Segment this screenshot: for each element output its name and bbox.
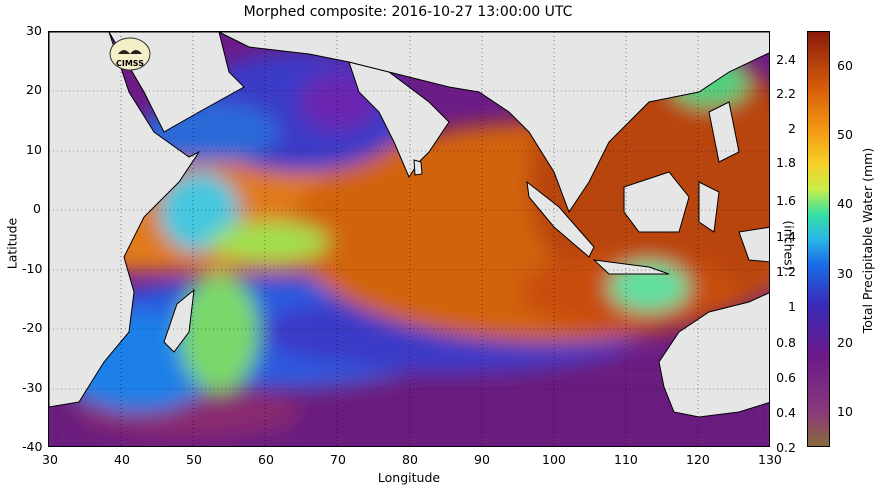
colorbar: [807, 31, 830, 447]
tpw-map: [48, 31, 770, 447]
mm-tick: 50: [837, 127, 853, 142]
inch-tick: 1.6: [776, 193, 796, 208]
inch-tick: 1.2: [776, 264, 796, 279]
x-tick: 80: [402, 452, 418, 467]
y-tick: -20: [22, 320, 43, 335]
x-axis-label: Longitude: [377, 470, 441, 485]
inch-tick: 1: [788, 299, 796, 314]
y-tick: 0: [33, 201, 41, 216]
y-tick: 20: [26, 82, 42, 97]
mm-tick: 40: [837, 196, 853, 211]
tpw-field: [49, 32, 769, 446]
map-title: Morphed composite: 2016-10-27 13:00:00 U…: [243, 4, 573, 20]
inch-tick: 0.4: [776, 405, 796, 420]
colorbar-mm-label: Total Precipitable Water (mm): [860, 147, 876, 334]
mm-tick: 30: [837, 266, 853, 281]
x-tick: 90: [474, 452, 490, 467]
inch-tick: 2.2: [776, 86, 796, 101]
y-tick: -10: [22, 261, 43, 276]
x-tick: 110: [614, 452, 638, 467]
inch-tick: 2: [788, 121, 796, 136]
logo-text: CIMSS: [116, 59, 144, 68]
x-tick: 60: [258, 452, 274, 467]
x-tick: 120: [686, 452, 710, 467]
y-tick: -40: [22, 439, 43, 454]
mm-tick: 10: [837, 404, 853, 419]
inch-tick: 1.4: [776, 229, 796, 244]
inch-tick: 0.6: [776, 370, 796, 385]
cimss-logo: CIMSS: [108, 36, 152, 72]
inch-tick: 2.4: [776, 52, 796, 67]
colorbar-inches-label: (inches): [781, 220, 797, 271]
x-tick: 50: [186, 452, 202, 467]
x-tick: 100: [542, 452, 566, 467]
y-axis-label: Latitude: [4, 217, 20, 270]
inch-tick: 1.8: [776, 155, 796, 170]
x-tick: 40: [114, 452, 130, 467]
inch-tick: 0.8: [776, 335, 796, 350]
x-tick: 130: [758, 452, 782, 467]
x-tick: 30: [42, 452, 58, 467]
mm-tick: 20: [837, 335, 853, 350]
y-tick: -30: [22, 380, 43, 395]
inch-tick: 0.2: [776, 440, 796, 455]
y-tick: 10: [26, 142, 42, 157]
y-tick: 30: [26, 23, 42, 38]
x-tick: 70: [330, 452, 346, 467]
mm-tick: 60: [837, 58, 853, 73]
